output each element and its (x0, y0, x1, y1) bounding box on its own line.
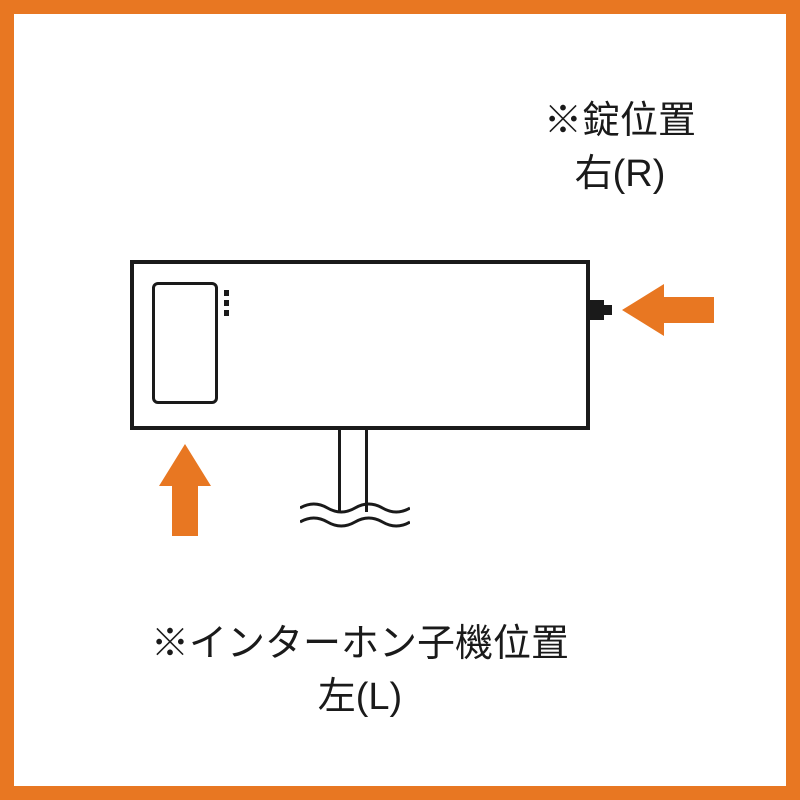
intercom-indicator-dot (224, 290, 229, 296)
lock-label-line1: ※錠位置 (480, 95, 760, 148)
intercom-label-line1: ※インターホン子機位置 (60, 618, 660, 671)
lock-stub (590, 300, 604, 320)
lock-position-label: ※錠位置 右(R) (480, 95, 760, 201)
lock-stub-tip (604, 305, 612, 315)
intercom-position-label: ※インターホン子機位置 左(L) (60, 618, 660, 724)
arrow-right-icon (622, 284, 714, 336)
diagram-frame: ※錠位置 右(R) ※インターホン子機位置 左(L) (0, 0, 800, 800)
intercom-indicator-dot (224, 300, 229, 306)
arrow-up-icon (159, 444, 211, 536)
intercom-label-line2: 左(L) (60, 671, 660, 724)
ground-wave-icon (300, 498, 410, 538)
lock-label-line2: 右(R) (480, 148, 760, 201)
intercom-panel (152, 282, 218, 404)
intercom-indicator-dot (224, 310, 229, 316)
